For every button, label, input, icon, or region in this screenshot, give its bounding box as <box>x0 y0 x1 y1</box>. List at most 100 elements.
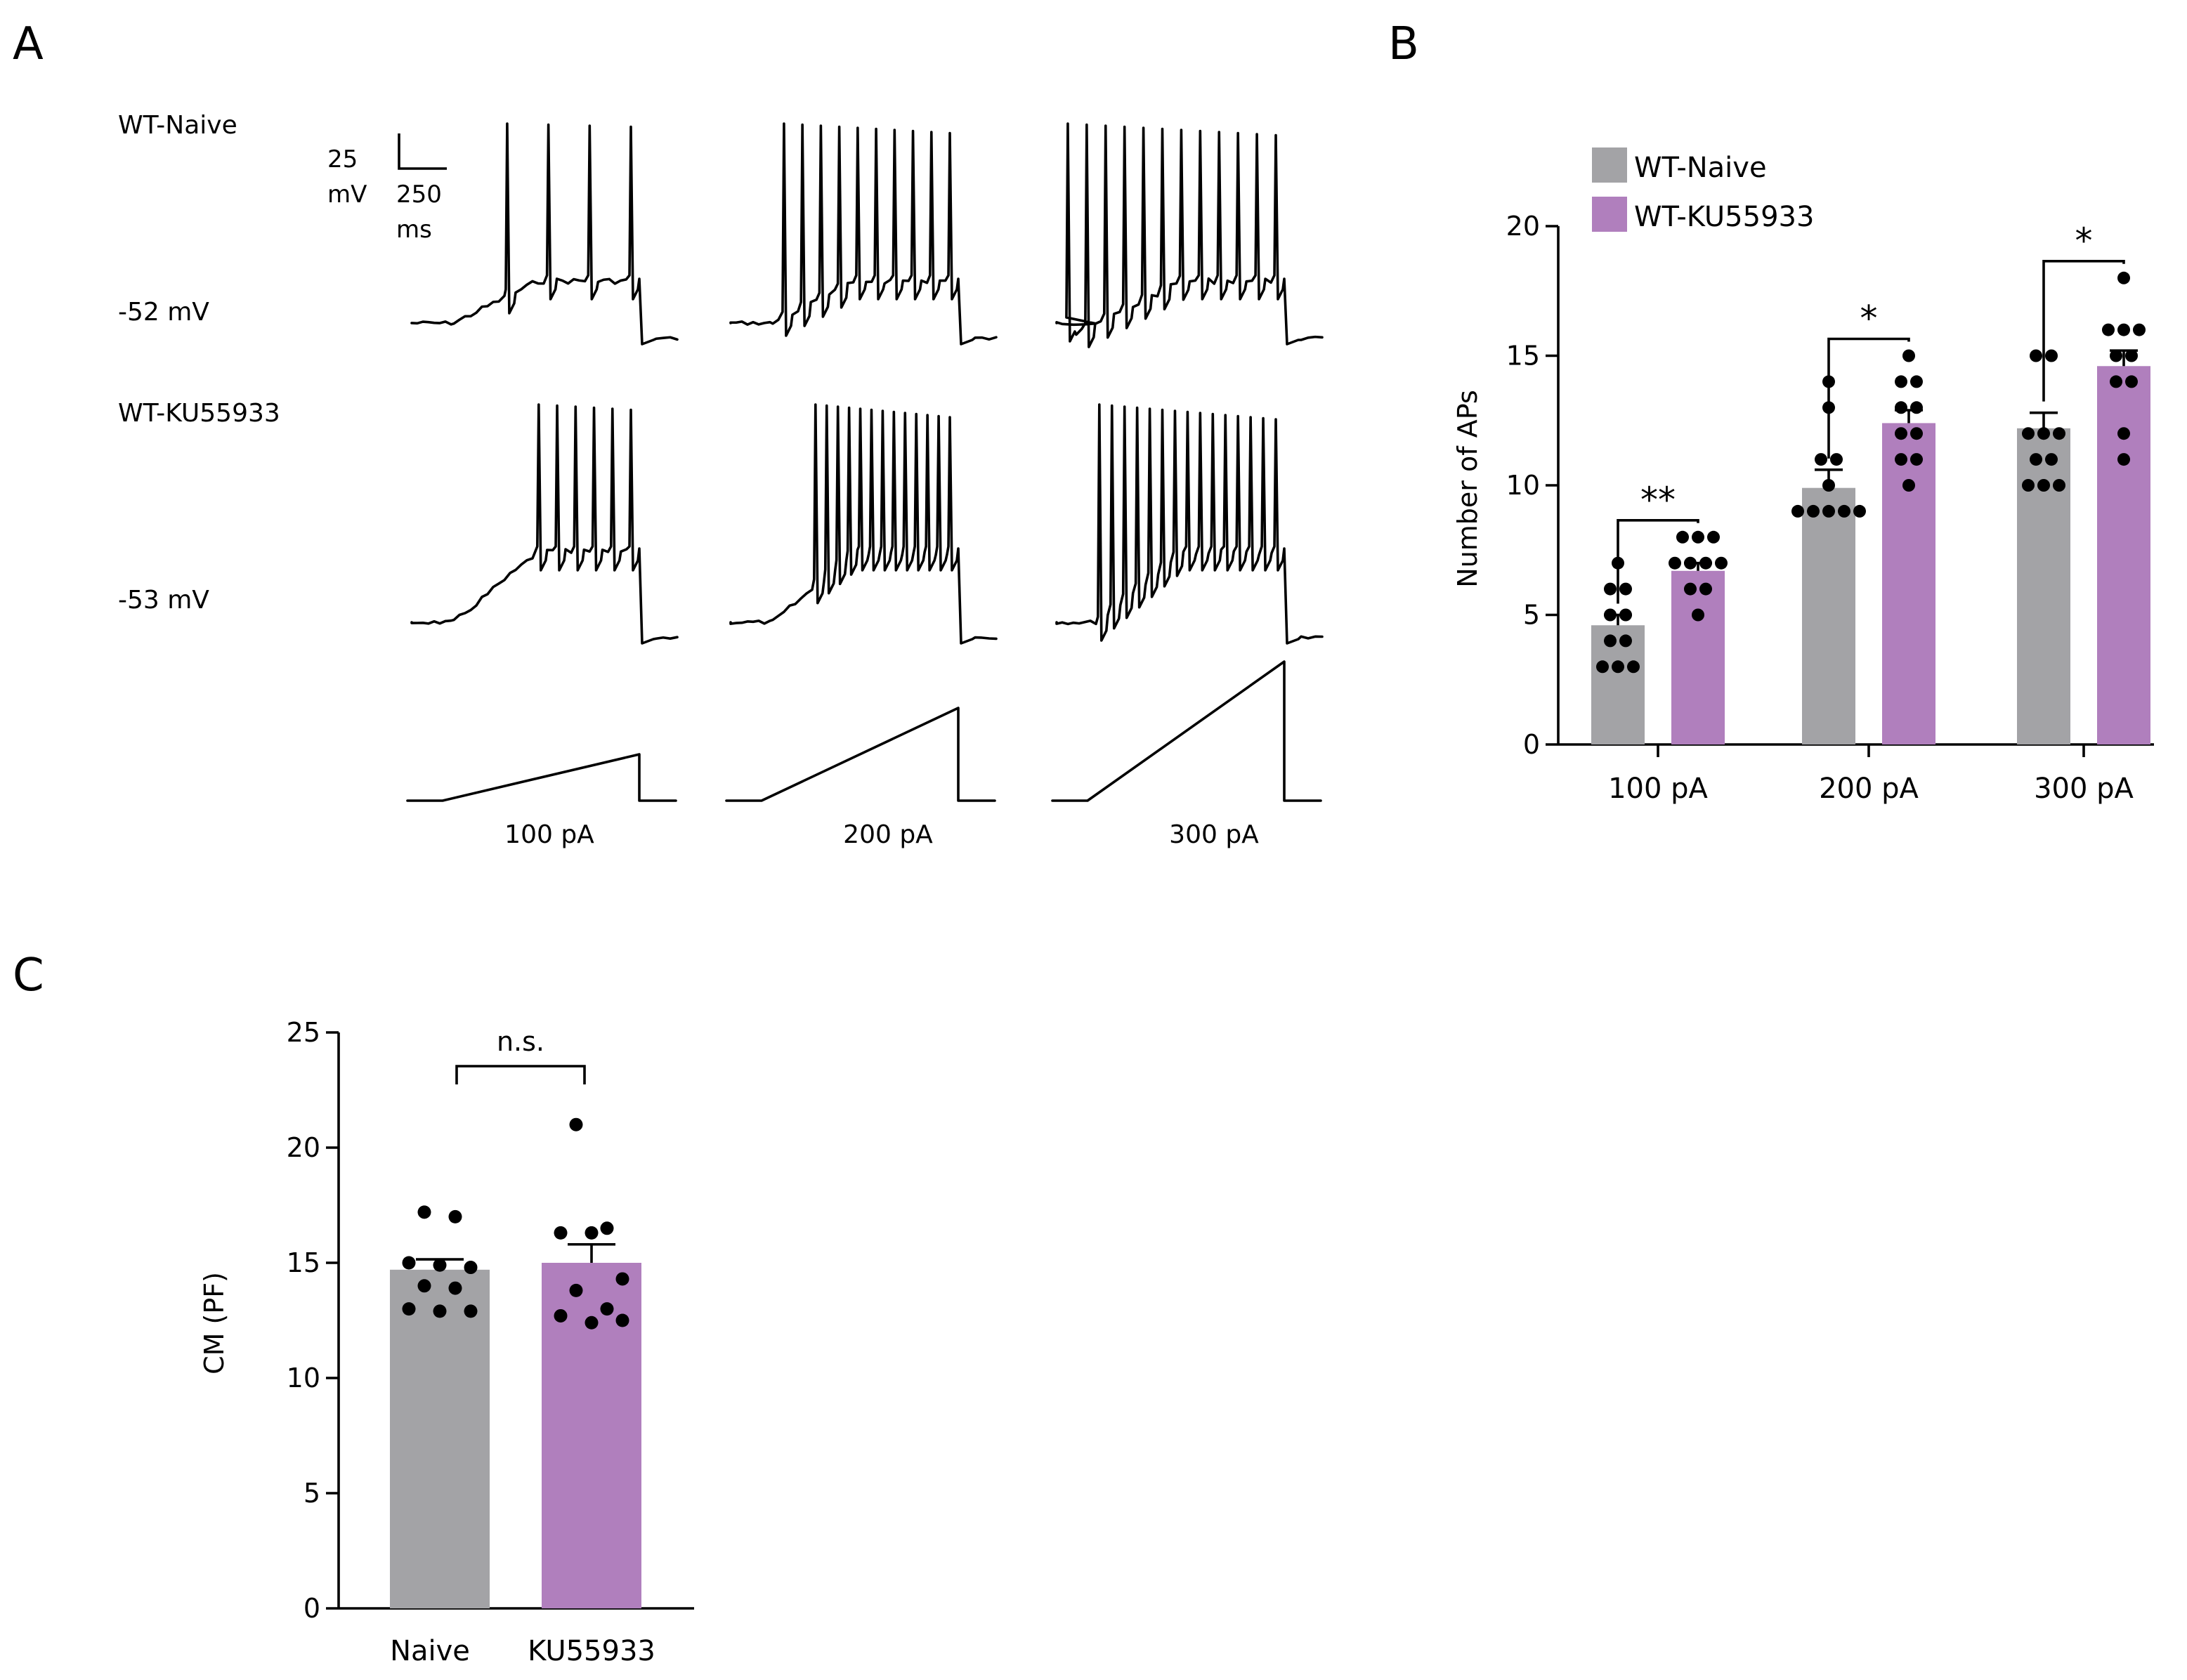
b-legend-swatch-ku <box>1592 197 1627 232</box>
c-y-tick-label: 15 <box>287 1247 320 1278</box>
b-point <box>1830 453 1843 466</box>
c-point <box>615 1313 629 1327</box>
b-point <box>1684 582 1697 596</box>
c-x-tick-label: Naive <box>390 1635 470 1667</box>
b-point <box>1604 582 1617 596</box>
c-y-axis-label: CM (PF) <box>199 1272 230 1374</box>
c-y-tick-label: 10 <box>287 1363 320 1393</box>
b-significance-bracket <box>1827 337 1910 459</box>
scale-voltage-value: 25 <box>327 145 358 173</box>
b-x-tick-label: 300 pA <box>2034 773 2134 805</box>
b-y-tick-label: 15 <box>1506 341 1540 372</box>
b-point <box>2110 375 2122 388</box>
b-point <box>1910 453 1923 466</box>
b-point <box>2053 479 2065 492</box>
b-point <box>1791 504 1804 518</box>
resting-label-naive: -52 mV <box>118 298 209 327</box>
c-y-tick-label: 5 <box>303 1478 320 1509</box>
b-point <box>1853 504 1866 518</box>
c-significance-bracket <box>455 1065 586 1084</box>
b-y-tick-label: 0 <box>1523 729 1540 760</box>
c-point <box>448 1281 462 1295</box>
b-point <box>2030 349 2042 362</box>
b-point <box>1676 530 1689 544</box>
b-point <box>1895 453 1907 466</box>
c-point <box>448 1209 462 1223</box>
b-point <box>1822 504 1835 518</box>
b-legend: WT-Naive WT-KU55933 <box>1592 147 1814 233</box>
b-significance-label: ** <box>1640 480 1676 520</box>
row-label-naive: WT-Naive <box>118 111 237 140</box>
scale-voltage-unit: mV <box>327 181 367 209</box>
b-point <box>1604 634 1617 648</box>
b-point <box>2125 375 2138 388</box>
c-y-tick-label: 25 <box>287 1017 320 1048</box>
b-point <box>2125 349 2138 362</box>
trace-ku-100-pA <box>410 403 679 645</box>
b-significance-label: * <box>1860 298 1878 339</box>
c-point <box>402 1302 416 1316</box>
b-point <box>2117 271 2130 284</box>
b-y-tick-label: 10 <box>1506 470 1540 501</box>
trace-naive-300-pA <box>1055 122 1324 348</box>
panel-label-c: C <box>13 950 44 1002</box>
b-point <box>1902 349 1915 362</box>
row-label-ku: WT-KU55933 <box>118 399 280 428</box>
b-point <box>1612 660 1624 674</box>
scale-time-unit: ms <box>396 216 432 244</box>
panel-c-chart: CM (PF) 0 5 10 15 20 25 Naive KU55933 n.s. <box>199 1017 694 1667</box>
b-point <box>1669 556 1681 570</box>
b-point <box>2022 479 2035 492</box>
c-y-tick-label: 0 <box>303 1593 320 1624</box>
trace-ku-200-pA <box>729 403 998 645</box>
b-point <box>1895 375 1907 388</box>
b-point <box>1619 608 1632 622</box>
b-point <box>1707 530 1720 544</box>
b-bar-naive-300-pA <box>2017 428 2070 744</box>
b-point <box>1699 582 1712 596</box>
c-point <box>569 1283 583 1297</box>
b-point <box>1715 556 1728 570</box>
c-point <box>600 1221 614 1235</box>
b-x-tick-label: 100 pA <box>1608 773 1708 805</box>
b-point <box>1604 608 1617 622</box>
b-y-tick-label: 5 <box>1523 600 1540 631</box>
b-point <box>1815 453 1827 466</box>
c-point <box>402 1256 416 1270</box>
ramp-100-pA <box>406 753 677 802</box>
c-point <box>433 1258 447 1272</box>
b-legend-label-naive: WT-Naive <box>1634 152 1767 184</box>
trace-ku-300-pA <box>1055 403 1324 645</box>
b-point <box>2110 349 2122 362</box>
b-point <box>1619 582 1632 596</box>
b-point <box>2030 453 2042 466</box>
c-point <box>569 1117 583 1131</box>
panel-label-b: B <box>1388 18 1419 70</box>
b-point <box>2102 323 2115 336</box>
trace-naive-100-pA <box>410 122 679 346</box>
c-point <box>464 1261 478 1275</box>
b-point <box>1895 427 1907 440</box>
c-point <box>585 1226 599 1240</box>
c-bar-naive <box>390 1269 490 1608</box>
panel-label-a: A <box>13 18 44 70</box>
b-bar-ku-200-pA <box>1882 423 1935 744</box>
b-point <box>1692 530 1704 544</box>
c-x-tick-label: KU55933 <box>528 1635 655 1667</box>
c-point <box>600 1302 614 1316</box>
b-point <box>2117 323 2130 336</box>
scale-time-value: 250 <box>396 181 442 209</box>
b-bar-ku-300-pA <box>2097 366 2150 744</box>
b-bar-naive-200-pA <box>1802 487 1855 744</box>
b-point <box>2117 427 2130 440</box>
b-point <box>2037 479 2050 492</box>
b-point <box>2117 453 2130 466</box>
c-point <box>417 1279 431 1293</box>
b-point <box>1895 401 1907 414</box>
b-point <box>2037 427 2050 440</box>
b-point <box>1619 634 1632 648</box>
b-significance-label: * <box>2075 221 2093 261</box>
c-y-tick-label: 20 <box>287 1132 320 1163</box>
b-point <box>1684 556 1697 570</box>
b-legend-swatch-naive <box>1592 147 1627 183</box>
